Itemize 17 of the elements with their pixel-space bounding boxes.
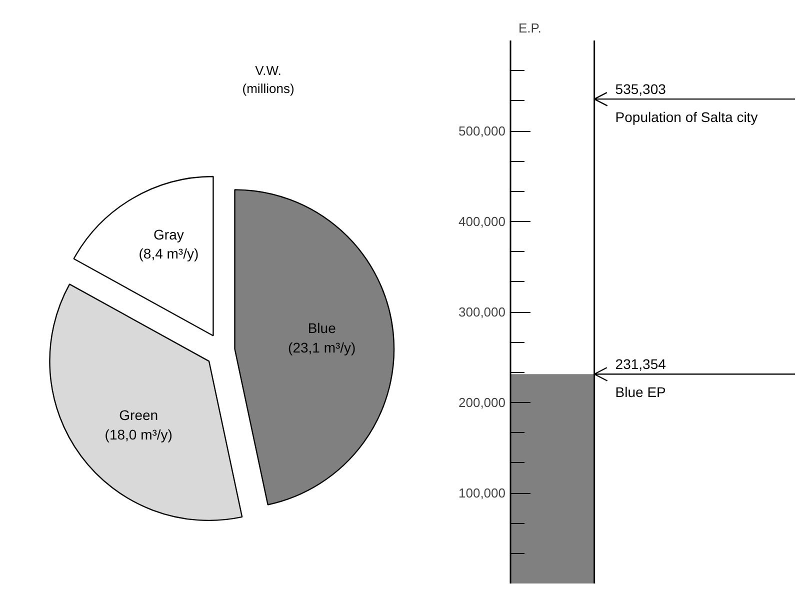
data-label: (23,1 m³/y) <box>288 339 356 356</box>
chart-title: E.P. <box>518 20 542 36</box>
y-tick-label: 100,000 <box>458 486 506 500</box>
ref-line-label: Blue EP <box>615 384 666 400</box>
slice-label: Gray <box>154 226 184 242</box>
y-tick-label: 500,000 <box>458 124 506 138</box>
ref-line-label: Population of Salta city <box>615 109 758 126</box>
data-label: (18,0 m³/y) <box>104 426 172 442</box>
y-tick-label: 400,000 <box>458 214 506 229</box>
chart-title: V.W. (millions) <box>242 62 294 96</box>
annotation: 535,303 <box>615 81 666 98</box>
y-tick-label: 300,000 <box>458 304 506 320</box>
slice-label: Green <box>119 407 158 424</box>
annotation: 231,354 <box>615 356 666 372</box>
y-tick-label: 200,000 <box>458 395 506 410</box>
slice-label: Blue <box>308 320 336 336</box>
data-label: (8,4 m³/y) <box>138 245 199 262</box>
